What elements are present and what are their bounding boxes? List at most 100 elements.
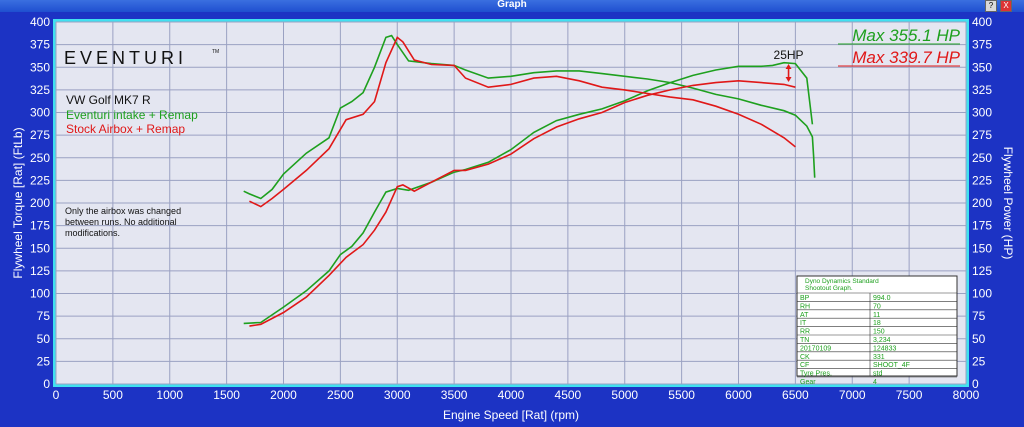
y-tick-label-left: 300 bbox=[30, 106, 50, 120]
y-tick-label-left: 150 bbox=[30, 241, 50, 255]
x-tick-label: 6500 bbox=[782, 388, 809, 402]
info-table-value: 331 bbox=[873, 354, 885, 361]
y-tick-label-right: 375 bbox=[972, 38, 992, 52]
y-tick-label-left: 50 bbox=[37, 332, 51, 346]
series-2-torque-line bbox=[249, 36, 796, 208]
info-table-key: Tyre Pres. bbox=[800, 371, 832, 378]
y-axis-label-left: Flywheel Torque [Rat] (FtLb) bbox=[11, 127, 25, 278]
y-tick-label-right: 25 bbox=[972, 354, 986, 368]
x-tick-label: 5000 bbox=[611, 388, 638, 402]
annotation-arrowhead-down bbox=[785, 77, 792, 82]
y-tick-label-left: 25 bbox=[37, 354, 51, 368]
window-titlebar: Graph ? X bbox=[0, 0, 1024, 12]
y-tick-label-left: 250 bbox=[30, 151, 50, 165]
info-table-key: TN bbox=[800, 337, 809, 344]
x-tick-label: 7500 bbox=[896, 388, 923, 402]
x-tick-label: 3500 bbox=[441, 388, 468, 402]
info-table-value: 150 bbox=[873, 329, 885, 336]
x-tick-label: 4500 bbox=[555, 388, 582, 402]
info-table-value: 994.0 bbox=[873, 295, 891, 302]
info-table-key: BP bbox=[800, 295, 810, 302]
y-tick-label-left: 375 bbox=[30, 38, 50, 52]
y-tick-label-left: 0 bbox=[43, 377, 50, 391]
info-table-key: 20170109 bbox=[800, 345, 831, 352]
info-table bbox=[796, 275, 958, 377]
x-tick-label: 500 bbox=[103, 388, 123, 402]
info-table-value: 11 bbox=[873, 312, 880, 319]
y-tick-label-left: 75 bbox=[37, 309, 51, 323]
close-button[interactable]: X bbox=[1000, 0, 1012, 12]
note-line: between runs. No additional bbox=[65, 217, 177, 227]
x-tick-label: 2500 bbox=[327, 388, 354, 402]
y-tick-label-right: 300 bbox=[972, 106, 992, 120]
y-tick-label-right: 75 bbox=[972, 309, 986, 323]
x-tick-label: 1000 bbox=[156, 388, 183, 402]
info-table-value: 3,234 bbox=[873, 337, 891, 344]
x-tick-label: 1500 bbox=[213, 388, 240, 402]
info-table-key: Gear bbox=[800, 379, 816, 386]
note-line: Only the airbox was changed bbox=[65, 206, 181, 216]
y-tick-label-left: 125 bbox=[30, 264, 50, 278]
info-table-key: CK bbox=[800, 354, 810, 361]
max-label-red: Max 339.7 HP bbox=[852, 48, 960, 67]
info-table-value: 124833 bbox=[873, 345, 896, 352]
info-table-key: IT bbox=[800, 320, 807, 327]
car-label: VW Golf MK7 R bbox=[66, 93, 151, 107]
info-table-key: AT bbox=[800, 312, 809, 319]
logo: EVENTURI bbox=[64, 48, 187, 68]
y-tick-label-right: 0 bbox=[972, 377, 979, 391]
x-tick-label: 5500 bbox=[668, 388, 695, 402]
y-tick-label-right: 325 bbox=[972, 83, 992, 97]
y-tick-label-left: 100 bbox=[30, 287, 50, 301]
y-tick-label-right: 400 bbox=[972, 15, 992, 29]
info-table-value: 70 bbox=[873, 303, 881, 310]
info-table-key: RH bbox=[800, 303, 810, 310]
y-axis-label-right: Flywheel Power (HP) bbox=[1001, 147, 1015, 260]
y-tick-label-right: 100 bbox=[972, 287, 992, 301]
x-tick-label: 0 bbox=[53, 388, 60, 402]
annotation-arrowhead-up bbox=[785, 64, 792, 69]
series-1-torque-line bbox=[243, 34, 816, 200]
info-table-title: Dyno Dynamics Standard bbox=[805, 278, 879, 285]
x-tick-label: 7000 bbox=[839, 388, 866, 402]
window-title: Graph bbox=[497, 0, 527, 10]
max-label-green: Max 355.1 HP bbox=[852, 26, 960, 45]
x-tick-label: 2000 bbox=[270, 388, 297, 402]
note-line: modifications. bbox=[65, 228, 120, 238]
series-2-power-line bbox=[249, 79, 796, 327]
help-button[interactable]: ? bbox=[985, 0, 997, 12]
y-tick-label-right: 250 bbox=[972, 151, 992, 165]
y-tick-label-left: 175 bbox=[30, 219, 50, 233]
x-tick-label: 4000 bbox=[498, 388, 525, 402]
info-table-key: CF bbox=[800, 362, 809, 369]
y-tick-label-left: 200 bbox=[30, 196, 50, 210]
annotation-label: 25HP bbox=[774, 48, 804, 62]
x-tick-label: 6000 bbox=[725, 388, 752, 402]
y-tick-label-left: 325 bbox=[30, 83, 50, 97]
info-table-value: 4 bbox=[873, 379, 877, 386]
info-table-value: SHOOT_4F bbox=[873, 362, 910, 369]
x-axis-label: Engine Speed [Rat] (rpm) bbox=[443, 408, 579, 422]
y-tick-label-right: 225 bbox=[972, 173, 992, 187]
y-tick-label-right: 175 bbox=[972, 219, 992, 233]
y-tick-label-right: 150 bbox=[972, 241, 992, 255]
logo-trademark: TM bbox=[212, 49, 219, 55]
legend-entry-2: Stock Airbox + Remap bbox=[66, 122, 185, 136]
info-table-value: std bbox=[873, 371, 882, 378]
y-tick-label-right: 125 bbox=[972, 264, 992, 278]
y-tick-label-left: 400 bbox=[30, 15, 50, 29]
y-tick-label-left: 275 bbox=[30, 128, 50, 142]
y-tick-label-left: 350 bbox=[30, 60, 50, 74]
y-tick-label-left: 225 bbox=[30, 173, 50, 187]
x-tick-label: 3000 bbox=[384, 388, 411, 402]
series-1-power-line bbox=[243, 61, 814, 325]
info-table-value: 18 bbox=[873, 320, 881, 327]
y-tick-label-right: 275 bbox=[972, 128, 992, 142]
y-tick-label-right: 200 bbox=[972, 196, 992, 210]
info-table-key: RR bbox=[800, 329, 810, 336]
info-table-title: Shootout Graph. bbox=[805, 285, 853, 292]
y-tick-label-right: 350 bbox=[972, 60, 992, 74]
legend-entry-1: Eventuri intake + Remap bbox=[66, 108, 198, 122]
y-tick-label-right: 50 bbox=[972, 332, 986, 346]
